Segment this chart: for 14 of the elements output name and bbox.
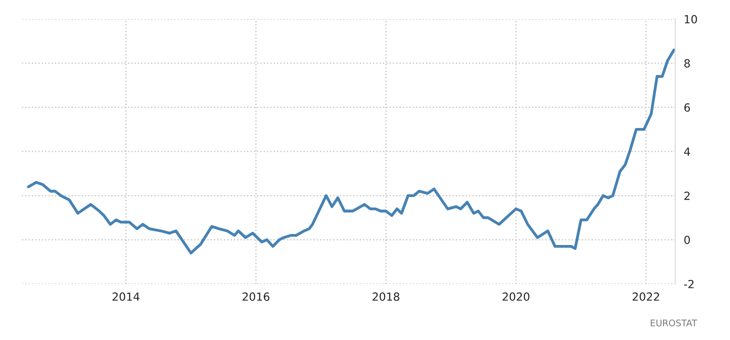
line-series — [27, 48, 676, 254]
y-tick-label: 4 — [684, 148, 690, 156]
y-tick-label: 8 — [684, 59, 690, 68]
x-tick-label: 2020 — [502, 292, 530, 301]
y-tick-label: 10 — [684, 15, 697, 24]
x-tick-label: 2022 — [632, 292, 660, 301]
text: EUROSTAT — [650, 320, 698, 326]
x-tick-label: 2018 — [372, 292, 400, 301]
y-tick-label: 2 — [684, 192, 690, 200]
y-tick-label: -2 — [684, 280, 694, 288]
x-tick-label: 2014 — [112, 292, 140, 301]
y-tick-label: 6 — [684, 103, 690, 112]
y-tick-label: 0 — [684, 236, 690, 244]
x-tick-label: 2016 — [242, 292, 270, 301]
